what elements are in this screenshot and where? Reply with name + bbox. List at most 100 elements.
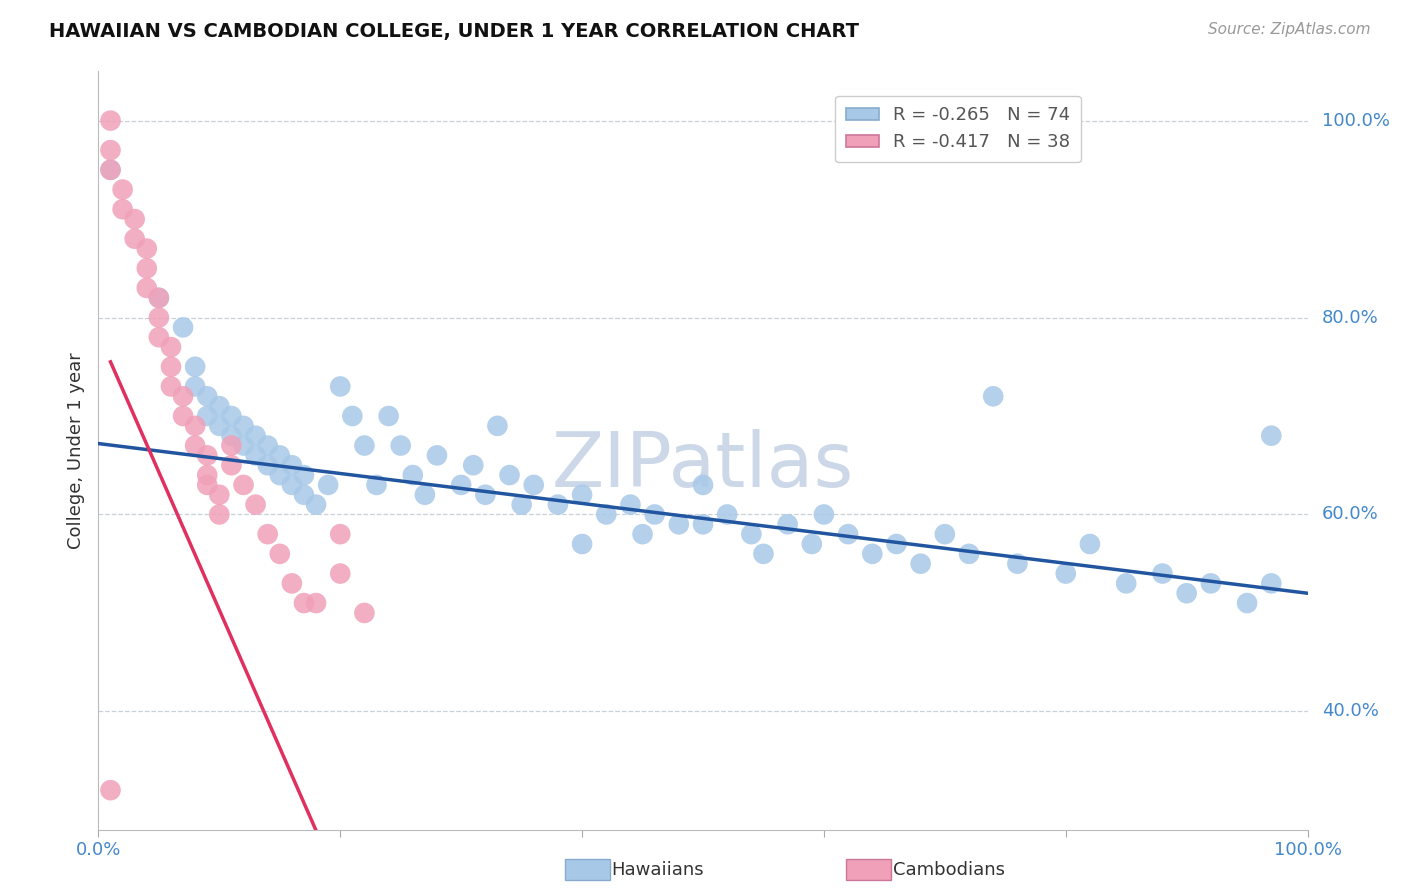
Point (195, 478, 218, 492)
Point (886, 537, 908, 551)
Point (692, 517, 714, 532)
Y-axis label: College, Under 1 year: College, Under 1 year (66, 352, 84, 549)
Point (221, 458, 243, 473)
Point (232, 438, 254, 452)
Point (184, 418, 207, 433)
Point (100, 143, 122, 157)
Point (1054, 566, 1077, 581)
Point (402, 468, 425, 483)
Point (148, 330, 170, 344)
Point (523, 478, 546, 492)
Point (184, 359, 207, 374)
Point (148, 291, 170, 305)
Point (232, 478, 254, 492)
Point (124, 212, 146, 227)
Legend: R = -0.265   N = 74, R = -0.417   N = 38: R = -0.265 N = 74, R = -0.417 N = 38 (835, 95, 1081, 162)
Text: 100.0%: 100.0% (1322, 112, 1391, 129)
Point (474, 488, 496, 502)
Point (135, 261, 157, 276)
Text: 40.0%: 40.0% (1322, 702, 1379, 721)
Point (160, 359, 183, 374)
Point (305, 498, 328, 512)
Point (1260, 428, 1282, 442)
Point (342, 409, 364, 423)
Point (981, 389, 1004, 403)
Point (776, 517, 799, 532)
Point (740, 527, 762, 541)
Point (100, 783, 122, 797)
Point (281, 478, 304, 492)
Point (329, 379, 352, 393)
Point (135, 242, 157, 256)
Point (269, 449, 291, 463)
Point (1175, 586, 1198, 600)
Point (195, 449, 218, 463)
Point (292, 596, 315, 610)
Point (172, 409, 194, 423)
Point (160, 340, 183, 354)
Point (1199, 576, 1222, 591)
Point (1260, 576, 1282, 591)
Point (100, 113, 122, 128)
Point (208, 508, 231, 522)
Point (752, 547, 775, 561)
Point (256, 438, 278, 452)
Point (716, 508, 738, 522)
Point (1115, 576, 1137, 591)
Point (195, 468, 218, 483)
Point (245, 449, 267, 463)
Point (160, 379, 183, 393)
Point (195, 409, 218, 423)
Point (184, 379, 207, 393)
Point (498, 468, 520, 483)
Point (571, 488, 593, 502)
Point (292, 488, 315, 502)
Point (860, 547, 883, 561)
Text: Hawaiians: Hawaiians (612, 861, 704, 879)
Point (221, 428, 243, 442)
Point (208, 418, 231, 433)
Text: HAWAIIAN VS CAMBODIAN COLLEGE, UNDER 1 YEAR CORRELATION CHART: HAWAIIAN VS CAMBODIAN COLLEGE, UNDER 1 Y… (49, 22, 859, 41)
Point (245, 428, 267, 442)
Point (208, 488, 231, 502)
Point (837, 527, 859, 541)
Point (111, 182, 134, 196)
Point (195, 389, 218, 403)
Point (148, 310, 170, 325)
Point (281, 458, 304, 473)
Point (389, 438, 412, 452)
Point (245, 498, 267, 512)
Point (256, 527, 278, 541)
Point (1078, 537, 1101, 551)
Text: Source: ZipAtlas.com: Source: ZipAtlas.com (1208, 22, 1371, 37)
Point (619, 498, 641, 512)
Point (269, 468, 291, 483)
Point (800, 537, 823, 551)
Point (184, 438, 207, 452)
Point (305, 596, 328, 610)
Point (631, 527, 654, 541)
Point (595, 508, 617, 522)
Text: ZIPatlas: ZIPatlas (551, 429, 855, 502)
Point (463, 458, 485, 473)
Point (413, 488, 436, 502)
Point (1236, 596, 1258, 610)
Point (292, 468, 315, 483)
Point (329, 566, 352, 581)
Point (329, 527, 352, 541)
Point (111, 202, 134, 217)
Point (353, 438, 375, 452)
Point (692, 478, 714, 492)
Point (934, 527, 956, 541)
Point (208, 399, 231, 413)
Point (486, 418, 509, 433)
Point (100, 162, 122, 177)
Point (135, 281, 157, 295)
Text: 60.0%: 60.0% (1322, 506, 1379, 524)
Point (256, 458, 278, 473)
Point (668, 517, 690, 532)
Point (644, 508, 666, 522)
Point (426, 449, 449, 463)
Point (100, 162, 122, 177)
Point (172, 389, 194, 403)
